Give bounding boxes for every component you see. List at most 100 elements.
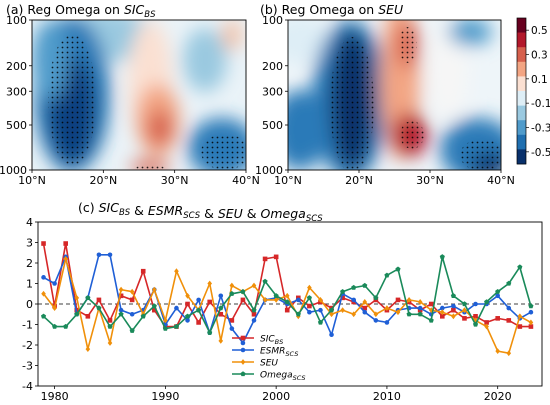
point-seu (207, 280, 212, 287)
point-sic (395, 297, 401, 303)
point-sic (251, 311, 257, 317)
colorbar-tick-label: -0.3 (531, 123, 550, 135)
point-seu (462, 307, 467, 314)
point-seu (63, 256, 68, 262)
point-esmr (506, 305, 512, 311)
point-omega (63, 323, 69, 329)
point-esmr (251, 318, 257, 323)
point-sic (506, 318, 512, 323)
point-omega (196, 307, 202, 313)
point-seu (506, 350, 512, 357)
panel-c-title-sub: BS (119, 208, 131, 218)
point-seu (74, 294, 80, 301)
point-omega (306, 295, 312, 301)
panel-b-xtick-label: 20°N (345, 174, 373, 187)
point-seu (129, 288, 135, 295)
colorbar-segment (517, 134, 526, 150)
point-seu (417, 299, 423, 305)
point-esmr (129, 311, 135, 317)
point-seu (451, 313, 456, 320)
point-esmr (196, 297, 201, 303)
panel-c-title-part: & (243, 206, 261, 221)
point-sic (96, 297, 102, 303)
point-omega (240, 289, 246, 294)
point-sic (218, 311, 224, 317)
point-sic (484, 320, 489, 325)
panel-c-ytick-label: 3 (26, 237, 33, 250)
point-esmr (307, 309, 312, 315)
series-esmr (41, 252, 534, 346)
point-seu (107, 340, 113, 346)
panel-c-title-part: Omega (261, 206, 306, 221)
point-sic (107, 318, 113, 323)
point-seu (384, 305, 390, 311)
point-omega (107, 323, 113, 329)
point-omega (373, 295, 379, 301)
point-esmr (174, 305, 179, 311)
point-esmr (528, 309, 534, 315)
point-sic (528, 324, 534, 329)
point-seu (185, 292, 190, 299)
colorbar-tick-label: 0.1 (531, 74, 548, 86)
point-omega (351, 284, 357, 290)
point-omega (129, 327, 135, 333)
legend-entry-omega: OmegaSCS (232, 371, 306, 382)
point-seu (52, 305, 57, 311)
point-seu (406, 297, 412, 303)
colorbar: 0.5 0.3 0.1 -0.1 -0.3 -0.5 (516, 17, 550, 165)
panel-a-xtick-label: 10°N (18, 174, 46, 187)
colorbar-tick-label: 0.3 (531, 50, 548, 62)
colorbar-segment (517, 91, 526, 106)
point-omega (151, 303, 157, 309)
point-omega (439, 254, 445, 260)
point-seu (395, 309, 401, 316)
panel-a-xtick-label: 40°N (232, 174, 260, 187)
point-seu (41, 290, 46, 297)
point-sic (152, 307, 157, 313)
panel-c-title-part: (c) (78, 200, 99, 215)
point-esmr (41, 275, 46, 280)
point-seu (218, 338, 224, 344)
panel-b-xtick-label: 40°N (487, 174, 515, 187)
colorbar-segment (517, 120, 526, 136)
point-seu (152, 286, 157, 293)
point-sic (340, 295, 345, 301)
point-sic (129, 297, 135, 303)
colorbar-segment (517, 32, 526, 48)
point-omega (328, 307, 335, 313)
point-omega (461, 301, 468, 307)
point-omega (118, 311, 124, 317)
colorbar-tick-label: 0.5 (531, 25, 548, 37)
panel-c-ytick-label: -1 (22, 319, 33, 332)
panel-c-series (40, 241, 534, 357)
panel-c-ytick-label: -3 (22, 360, 33, 373)
legend-marker (240, 335, 246, 341)
point-omega (140, 313, 146, 319)
colorbar-tick-label: -0.5 (531, 147, 550, 159)
point-seu (373, 311, 379, 318)
panel-a: (a) Reg Omega on SICBS 100 200 300 500 (0, 2, 260, 187)
point-sic (240, 297, 246, 303)
colorbar-frame (516, 17, 527, 165)
point-omega (428, 317, 434, 323)
panel-b-xtick-label: 10°N (274, 174, 302, 187)
panel-b-xtick-label: 30°N (416, 174, 444, 187)
point-omega (295, 311, 301, 317)
colorbar-segment (517, 47, 526, 63)
point-seu (262, 297, 268, 303)
point-sic (41, 241, 46, 246)
point-esmr (96, 252, 102, 258)
point-omega (472, 321, 479, 327)
point-esmr (373, 318, 379, 323)
point-sic (85, 314, 91, 319)
point-seu (484, 323, 489, 330)
legend-label: ESMRSCS (260, 347, 298, 359)
point-omega (362, 282, 368, 288)
point-esmr (417, 305, 423, 311)
point-esmr (318, 307, 323, 313)
panel-a-field (32, 20, 246, 170)
point-esmr (329, 332, 334, 338)
colorbar-segment (517, 61, 526, 77)
point-sic (229, 318, 235, 323)
